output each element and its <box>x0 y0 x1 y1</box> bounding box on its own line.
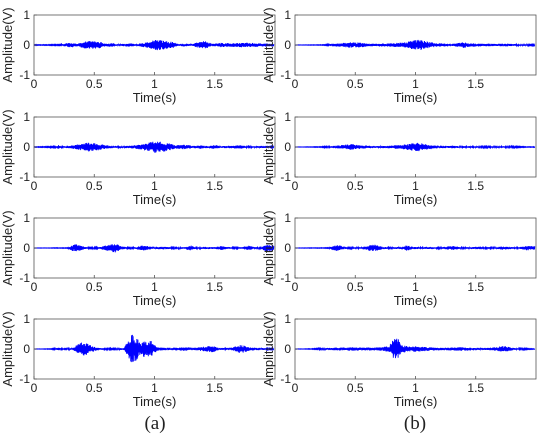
x-tick-label: 0.5 <box>86 280 103 294</box>
x-tick-label: 0 <box>31 280 38 294</box>
x-axis-label: Time(s) <box>133 293 177 308</box>
y-tick-label: 0 <box>284 342 291 356</box>
waveform-series <box>33 141 275 153</box>
y-tick-label: 0 <box>23 140 30 154</box>
waveform-series <box>294 142 536 152</box>
x-tick-label: 1 <box>151 77 158 91</box>
x-tick-label: 1.5 <box>467 179 484 193</box>
y-tick-label: -1 <box>280 170 291 184</box>
y-axis-label: Amplitude(V) <box>261 7 276 82</box>
y-axis-label: Amplitude(V) <box>261 311 276 386</box>
x-tick-label: 1 <box>151 381 158 395</box>
x-tick-label: 1.5 <box>467 77 484 91</box>
x-tick-label: 1 <box>412 77 419 91</box>
y-tick-label: 1 <box>284 110 291 124</box>
y-axis-label: Amplitude(V) <box>0 210 15 285</box>
x-axis-label: Time(s) <box>133 90 177 105</box>
y-axis-label: Amplitude(V) <box>0 7 15 82</box>
y-tick-label: -1 <box>19 372 30 386</box>
x-tick-label: 0.5 <box>86 77 103 91</box>
x-tick-label: 0 <box>31 77 38 91</box>
y-tick-label: 1 <box>23 110 30 124</box>
y-tick-label: -1 <box>280 68 291 82</box>
y-axis-label: Amplitude(V) <box>261 210 276 285</box>
panel-label-a: (a) <box>144 413 165 434</box>
waveform-series <box>294 338 536 359</box>
x-tick-label: 0.5 <box>347 381 364 395</box>
y-tick-label: -1 <box>280 372 291 386</box>
x-tick-label: 1.5 <box>206 179 223 193</box>
x-tick-label: 1.5 <box>206 381 223 395</box>
x-axis-label: Time(s) <box>394 192 438 207</box>
y-axis-label: Amplitude(V) <box>261 109 276 184</box>
x-tick-label: 0 <box>31 381 38 395</box>
x-tick-label: 1 <box>412 179 419 193</box>
x-tick-label: 0.5 <box>86 381 103 395</box>
x-tick-label: 0 <box>292 179 299 193</box>
y-tick-label: -1 <box>280 271 291 285</box>
x-tick-label: 1.5 <box>206 280 223 294</box>
x-tick-label: 1.5 <box>467 381 484 395</box>
y-axis-label: Amplitude(V) <box>0 109 15 184</box>
waveform-series <box>294 39 536 50</box>
waveform-series <box>33 244 275 253</box>
panel-label-b: (b) <box>404 413 426 434</box>
y-axis-label: Amplitude(V) <box>0 311 15 386</box>
waveform-series <box>294 244 536 252</box>
y-tick-label: -1 <box>19 170 30 184</box>
y-tick-label: 1 <box>23 211 30 225</box>
y-tick-label: 1 <box>23 312 30 326</box>
y-tick-label: 0 <box>284 140 291 154</box>
x-axis-label: Time(s) <box>394 293 438 308</box>
x-tick-label: 0.5 <box>347 77 364 91</box>
x-tick-label: 1 <box>412 381 419 395</box>
y-tick-label: 1 <box>284 312 291 326</box>
y-tick-label: 0 <box>284 241 291 255</box>
x-tick-label: 0.5 <box>347 179 364 193</box>
x-axis-label: Time(s) <box>133 394 177 409</box>
x-tick-label: 1.5 <box>206 77 223 91</box>
y-tick-label: 1 <box>284 211 291 225</box>
y-tick-label: 1 <box>284 8 291 22</box>
y-tick-label: 0 <box>284 38 291 52</box>
x-tick-label: 1 <box>412 280 419 294</box>
x-tick-label: 0.5 <box>86 179 103 193</box>
x-axis-label: Time(s) <box>394 90 438 105</box>
x-tick-label: 0 <box>31 179 38 193</box>
y-tick-label: 0 <box>23 241 30 255</box>
x-tick-label: 1.5 <box>467 280 484 294</box>
x-tick-label: 0 <box>292 381 299 395</box>
y-tick-label: -1 <box>19 271 30 285</box>
x-axis-label: Time(s) <box>394 394 438 409</box>
waveform-series <box>33 40 275 51</box>
y-tick-label: 0 <box>23 342 30 356</box>
y-tick-label: 0 <box>23 38 30 52</box>
y-tick-label: -1 <box>19 68 30 82</box>
x-tick-label: 1 <box>151 179 158 193</box>
x-axis-label: Time(s) <box>133 192 177 207</box>
y-tick-label: 1 <box>23 8 30 22</box>
x-tick-label: 1 <box>151 280 158 294</box>
x-tick-label: 0 <box>292 77 299 91</box>
x-tick-label: 0 <box>292 280 299 294</box>
x-tick-label: 0.5 <box>347 280 364 294</box>
waveform-series <box>33 334 275 363</box>
